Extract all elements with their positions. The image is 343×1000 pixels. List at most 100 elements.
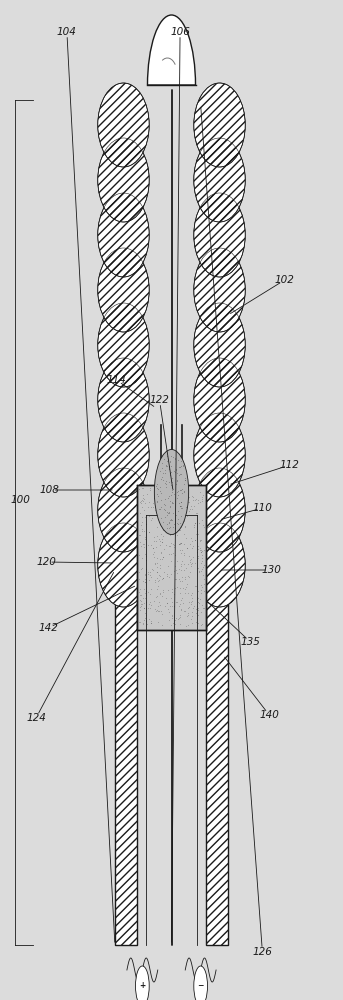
Point: [174, 518, 180, 534]
Point: [171, 586, 177, 602]
Point: [141, 523, 146, 539]
Point: [194, 507, 200, 523]
Point: [184, 560, 189, 576]
Point: [156, 603, 162, 619]
Point: [193, 614, 199, 630]
Point: [173, 594, 179, 610]
Point: [164, 566, 169, 582]
Point: [200, 550, 205, 566]
Point: [168, 487, 174, 503]
Point: [147, 600, 153, 616]
Point: [181, 603, 187, 619]
Point: [189, 501, 195, 517]
Point: [194, 523, 200, 539]
Point: [178, 498, 183, 514]
Point: [194, 601, 200, 617]
Point: [161, 498, 166, 514]
Point: [154, 588, 160, 604]
Point: [194, 544, 200, 560]
Point: [167, 467, 173, 483]
Point: [187, 494, 192, 510]
Point: [188, 551, 193, 567]
Point: [189, 604, 194, 620]
Point: [182, 526, 187, 542]
Point: [199, 491, 205, 507]
Point: [144, 486, 149, 502]
Point: [201, 576, 206, 592]
Point: [188, 530, 194, 546]
Point: [177, 498, 183, 514]
Point: [190, 600, 196, 616]
Point: [170, 581, 175, 597]
Point: [178, 556, 184, 572]
Point: [161, 472, 166, 488]
Point: [157, 501, 163, 517]
Point: [201, 519, 206, 535]
Point: [144, 607, 149, 623]
Point: [187, 564, 192, 580]
Point: [165, 482, 170, 498]
Point: [190, 549, 196, 565]
Point: [174, 565, 180, 581]
Point: [195, 560, 200, 576]
Point: [179, 519, 184, 535]
Point: [179, 590, 185, 606]
Point: [146, 596, 152, 612]
Point: [138, 598, 143, 614]
Point: [176, 610, 181, 626]
Point: [195, 541, 200, 557]
Point: [167, 493, 173, 509]
Point: [145, 600, 151, 616]
Point: [173, 571, 178, 587]
Point: [184, 576, 190, 592]
Point: [155, 555, 160, 571]
Point: [170, 526, 176, 542]
Point: [183, 530, 188, 546]
Point: [166, 514, 172, 530]
Point: [144, 587, 149, 603]
Point: [157, 597, 162, 613]
Point: [177, 482, 182, 498]
Point: [189, 608, 194, 624]
Point: [168, 511, 174, 527]
Point: [161, 522, 166, 538]
Point: [168, 590, 174, 606]
Point: [172, 616, 178, 632]
Point: [176, 511, 181, 527]
Point: [177, 482, 182, 498]
Point: [164, 482, 170, 498]
Point: [157, 557, 163, 573]
Point: [157, 483, 163, 499]
Point: [146, 524, 152, 540]
Point: [152, 502, 157, 518]
Point: [193, 601, 198, 617]
Point: [198, 542, 204, 558]
Text: 114: 114: [107, 375, 127, 385]
Bar: [206, 500, 228, 945]
Point: [198, 484, 203, 500]
Point: [172, 520, 178, 536]
Point: [160, 504, 166, 520]
Point: [174, 507, 179, 523]
Point: [192, 515, 198, 531]
Point: [175, 503, 180, 519]
Point: [195, 600, 201, 616]
Point: [166, 538, 172, 554]
Point: [185, 485, 190, 501]
Point: [147, 594, 153, 610]
Point: [154, 559, 160, 575]
Point: [141, 536, 147, 552]
Point: [196, 515, 202, 531]
Point: [158, 485, 164, 501]
Point: [178, 562, 184, 578]
Point: [155, 505, 161, 521]
Point: [155, 486, 160, 502]
Point: [155, 519, 160, 535]
Point: [149, 615, 154, 631]
Point: [142, 495, 147, 511]
Point: [185, 617, 191, 633]
Point: [167, 465, 172, 481]
Point: [138, 493, 144, 509]
Point: [200, 567, 205, 583]
Point: [193, 526, 199, 542]
